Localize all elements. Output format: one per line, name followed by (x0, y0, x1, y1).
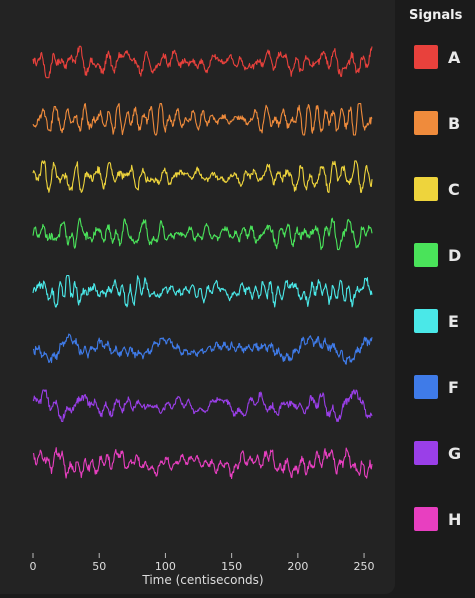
series-line-g (32, 389, 373, 423)
signal-traces (32, 45, 373, 480)
legend-item-b[interactable]: B (414, 109, 460, 137)
x-tick-label: 250 (354, 560, 375, 573)
x-tick-label: 150 (221, 560, 242, 573)
series-line-c (32, 160, 373, 193)
series-line-e (32, 274, 373, 308)
legend-label: G (448, 443, 462, 463)
legend-item-h[interactable]: H (414, 505, 461, 533)
x-axis-label: Time (centiseconds) (141, 573, 263, 587)
legend-swatch (414, 111, 438, 135)
legend-swatch (414, 45, 438, 69)
legend-label: A (448, 47, 461, 67)
legend-label: H (448, 509, 462, 529)
legend-item-c[interactable]: C (414, 175, 460, 203)
legend-label: E (448, 311, 459, 331)
legend: Signals A B C D E F G H (395, 0, 475, 594)
legend-label: F (448, 377, 459, 397)
legend-title: Signals (409, 8, 463, 23)
chart-plot: 0 50 100 150 200 250 Time (centiseconds) (30, 45, 375, 587)
x-tick-label: 50 (92, 560, 106, 573)
legend-swatch (414, 507, 438, 531)
legend-item-f[interactable]: F (414, 373, 459, 401)
series-line-a (32, 45, 373, 79)
legend-swatch (414, 309, 438, 333)
legend-label: C (448, 179, 460, 199)
x-tick-label: 200 (287, 560, 308, 573)
x-tick-label: 0 (30, 560, 37, 573)
legend-swatch (414, 441, 438, 465)
series-line-d (32, 217, 373, 251)
series-line-b (32, 103, 373, 136)
legend-item-e[interactable]: E (414, 307, 459, 335)
x-axis: 0 50 100 150 200 250 (30, 553, 375, 573)
x-tick-label: 100 (155, 560, 176, 573)
legend-item-a[interactable]: A (414, 43, 460, 71)
legend-swatch (414, 177, 438, 201)
legend-swatch (414, 375, 438, 399)
legend-label: B (448, 113, 461, 133)
legend-swatch (414, 243, 438, 267)
series-line-f (33, 333, 373, 365)
legend-item-d[interactable]: D (414, 241, 461, 269)
legend-label: D (448, 245, 462, 265)
plot-panel: 0 50 100 150 200 250 Time (centiseconds) (29, 45, 375, 587)
series-line-h (32, 447, 373, 480)
legend-item-g[interactable]: G (414, 439, 461, 467)
